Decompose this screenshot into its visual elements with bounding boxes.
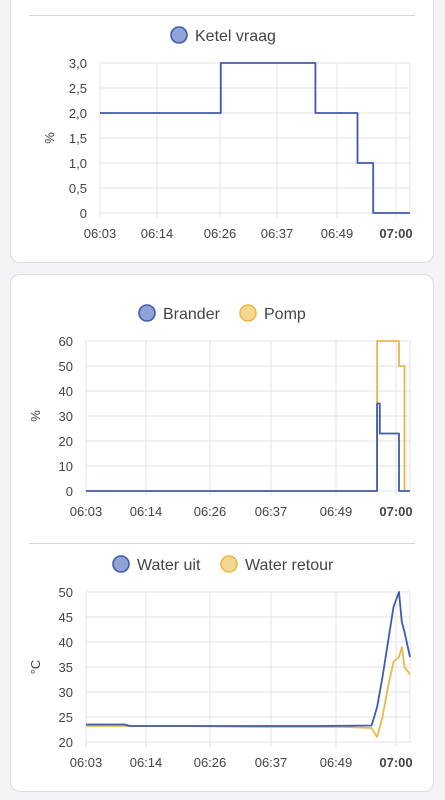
y-tick-label: 50: [59, 585, 73, 600]
x-tick-label: 06:26: [194, 504, 227, 519]
x-tick-label: 07:00: [379, 504, 412, 519]
x-tick-label: 06:14: [141, 226, 174, 241]
legend-label-brander-1: Pomp: [264, 306, 306, 323]
y-axis-label: %: [28, 410, 43, 422]
brander-water-card: [10, 274, 434, 792]
x-tick-label: 06:49: [321, 226, 354, 241]
y-tick-label: 1,5: [69, 131, 87, 146]
legend-marker-water-0: [112, 555, 130, 573]
y-tick-label: 40: [59, 635, 73, 650]
y-tick-label: 60: [59, 334, 73, 349]
x-tick-label: 06:37: [261, 226, 294, 241]
y-tick-label: 25: [59, 710, 73, 725]
y-tick-label: 2,0: [69, 106, 87, 121]
legend-label-brander-0: Brander: [163, 306, 221, 323]
card-header-divider: [29, 15, 415, 16]
x-tick-label: 06:26: [194, 755, 227, 770]
x-tick-label: 06:26: [204, 226, 237, 241]
y-tick-label: 20: [59, 735, 73, 750]
x-tick-label: 07:00: [379, 226, 412, 241]
legend-label-water-0: Water uit: [137, 557, 201, 574]
chart-water: Water uit Water retour 50 45 40 35 30 25 20 06:03…: [28, 555, 413, 770]
x-tick-label: 06:37: [255, 755, 288, 770]
y-tick-label: 30: [59, 685, 73, 700]
y-tick-label: 50: [59, 359, 73, 374]
y-tick-label: 45: [59, 610, 73, 625]
y-tick-label: 10: [59, 459, 73, 474]
y-tick-label: 0: [80, 206, 87, 221]
series-line-water-uit: [86, 591, 411, 727]
y-tick-label: 40: [59, 384, 73, 399]
chart-brander: Brander Pomp 60 50 40 30 20 10 0 06:03 06:14 06:26 0…: [28, 304, 413, 519]
x-tick-label: 06:03: [70, 504, 103, 519]
x-tick-label: 06:37: [255, 504, 288, 519]
x-tick-label: 06:03: [70, 755, 103, 770]
y-tick-label: 1,0: [69, 156, 87, 171]
x-tick-label: 07:00: [379, 755, 412, 770]
y-tick-label: 3,0: [69, 56, 87, 71]
y-tick-label: 35: [59, 660, 73, 675]
chart-divider: [29, 543, 415, 544]
legend-marker-water-1: [220, 555, 238, 573]
x-tick-label: 06:49: [320, 504, 353, 519]
legend-marker-brander-0: [138, 304, 156, 322]
legend-marker-ketel-0: [170, 26, 188, 44]
chart-ketel: Ketel vraag 3,0 2,5 2,0 1,5 1,0 0,5 0 06:03 06:14…: [42, 26, 413, 241]
x-tick-label: 06:14: [130, 504, 163, 519]
y-tick-label: 30: [59, 409, 73, 424]
series-line-pomp: [376, 340, 406, 491]
ketel-vraag-card: [10, 0, 434, 263]
x-tick-label: 06:49: [320, 755, 353, 770]
y-tick-label: 0: [66, 484, 73, 499]
legend-label-ketel-0: Ketel vraag: [195, 28, 276, 45]
x-tick-label: 06:03: [84, 226, 117, 241]
y-tick-label: 20: [59, 434, 73, 449]
legend-marker-brander-1: [239, 304, 257, 322]
series-line-water-retour: [86, 646, 411, 738]
y-tick-label: 2,5: [69, 81, 87, 96]
y-axis-label: %: [42, 132, 57, 144]
legend-label-water-1: Water retour: [245, 557, 334, 574]
y-tick-label: 0,5: [69, 181, 87, 196]
x-tick-label: 06:14: [130, 755, 163, 770]
series-line-brander: [86, 402, 410, 492]
y-axis-label: °C: [28, 660, 43, 675]
series-line-ketel-vraag: [100, 62, 410, 214]
